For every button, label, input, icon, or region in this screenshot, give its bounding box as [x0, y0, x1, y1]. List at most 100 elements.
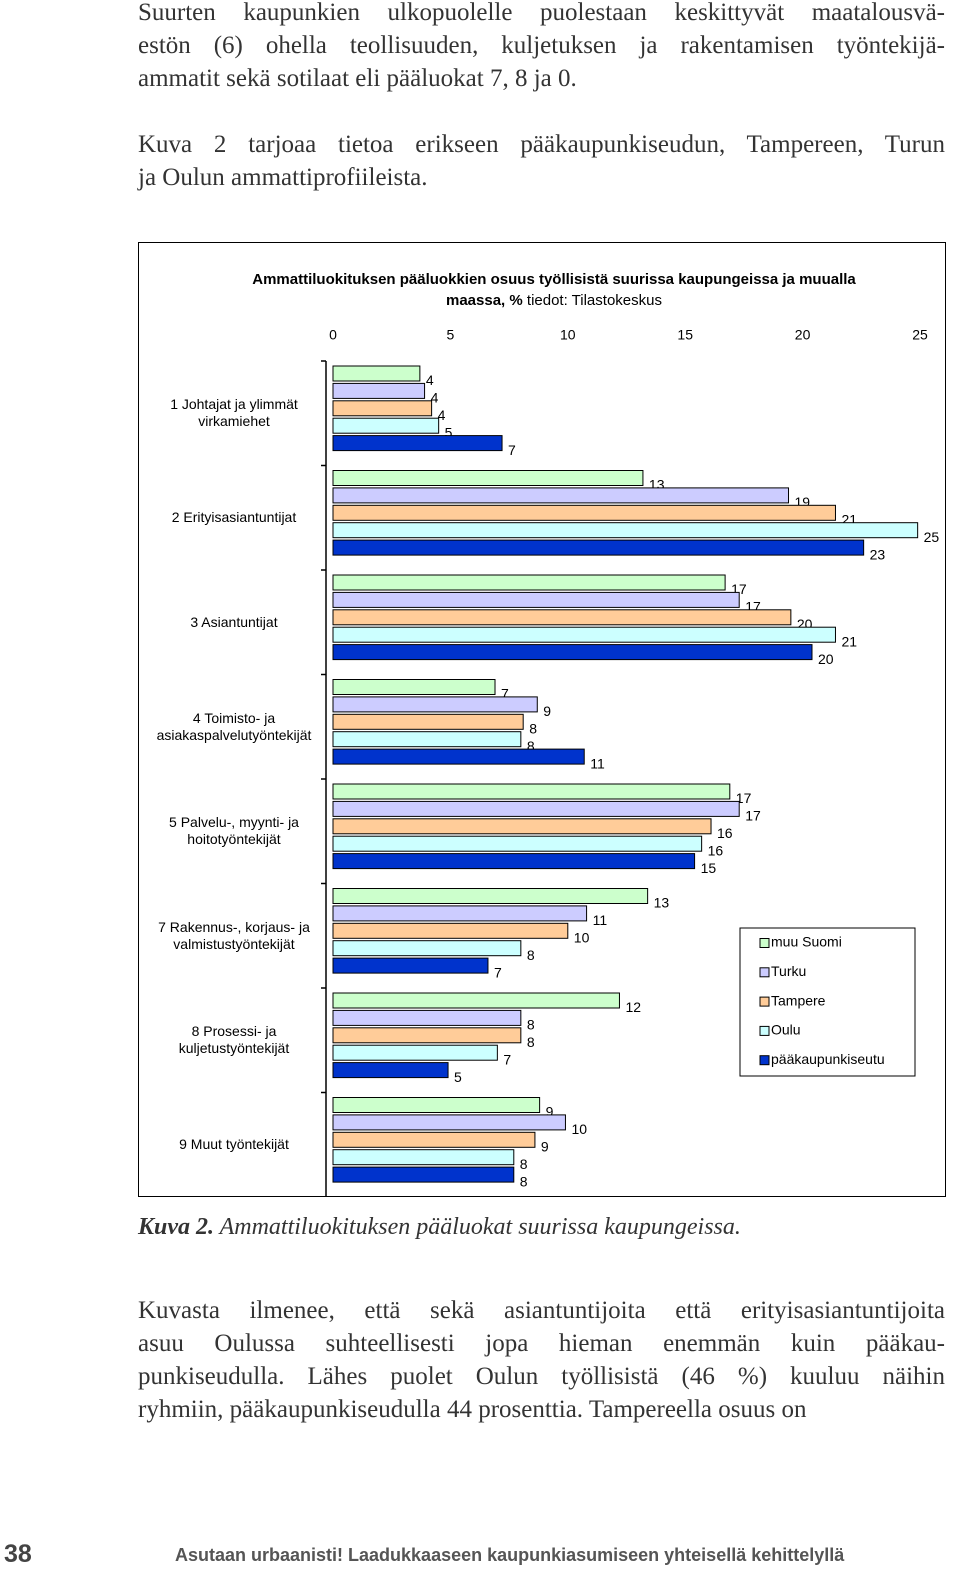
legend-swatch — [759, 938, 770, 948]
bar — [332, 957, 489, 974]
bar — [332, 888, 649, 904]
value-label: 17 — [745, 808, 761, 824]
page-number: 38 — [4, 1540, 32, 1568]
bar — [332, 522, 919, 539]
category-label: 7 Rakennus-, korjaus- ja valmistustyönte… — [158, 918, 310, 952]
chart-source: tiedot: Tilastokeskus — [526, 292, 662, 309]
value-label: 8 — [520, 1156, 528, 1172]
value-label: 15 — [701, 860, 717, 876]
bar — [332, 400, 433, 417]
value-label: 7 — [503, 1051, 511, 1067]
paragraph: Kuva 2 tarjoaa tietoa erikseen pääkaupun… — [138, 128, 945, 194]
x-tick-label: 0 — [329, 327, 337, 343]
bar — [332, 591, 740, 608]
value-label: 4 — [438, 407, 446, 423]
value-label: 23 — [870, 546, 886, 562]
bar — [332, 626, 836, 643]
value-label: 16 — [708, 842, 724, 858]
bar — [332, 539, 865, 556]
bar — [332, 940, 522, 957]
value-label: 10 — [574, 930, 590, 946]
value-label: 8 — [527, 1017, 535, 1033]
chart: 0 5 10 15 20 25444571319212523171720212079881… — [321, 327, 940, 1196]
running-footer: Asutaan urbaanisti! Laadukkaaseen kaupun… — [175, 1545, 845, 1565]
bar — [332, 1062, 449, 1079]
legend-label: muu Suomi — [771, 934, 842, 950]
category-label: 5 Palvelu-, myynti- ja hoitotyöntekijät — [169, 814, 299, 847]
value-label: 11 — [593, 912, 608, 928]
bar — [332, 382, 426, 399]
legend-label: pääkaupunkiseutu — [771, 1051, 885, 1067]
bar — [332, 905, 588, 922]
legend-label: Oulu — [771, 1022, 801, 1038]
value-label: 9 — [546, 1104, 554, 1120]
value-label: 9 — [543, 703, 551, 719]
value-label: 8 — [527, 1034, 535, 1050]
x-tick-label: 20 — [795, 327, 811, 343]
bar — [332, 574, 726, 591]
value-label: 7 — [501, 686, 509, 702]
bar — [332, 696, 538, 713]
bar — [332, 1166, 515, 1183]
bar — [332, 1114, 566, 1131]
bar — [332, 713, 524, 730]
category-label: 2 Erityisasiantuntijat — [171, 509, 297, 525]
paragraph: Kuvasta ilmenee, että sekä asiantuntijoi… — [138, 1294, 945, 1426]
legend-swatch — [759, 996, 770, 1007]
category-label: 9 Muut työntekijät — [179, 1136, 289, 1152]
x-tick-label: 10 — [560, 327, 576, 343]
bar — [332, 992, 620, 1009]
bar — [332, 1027, 522, 1044]
chart-title: Ammattiluokituksen pääluokkien osuus työ… — [229, 269, 879, 311]
caption-text: Ammattiluokituksen pääluokat suurissa ka… — [219, 1214, 741, 1240]
value-label: 4 — [426, 372, 434, 388]
legend-label: Tampere — [771, 992, 826, 1008]
value-label: 21 — [841, 633, 857, 649]
value-label: 8 — [527, 738, 535, 754]
text-line: ryhmiin, pääkaupunkiseudulla 44 prosentt… — [138, 1396, 807, 1423]
bar — [332, 609, 792, 626]
bar — [332, 731, 522, 748]
value-label: 5 — [454, 1069, 462, 1085]
value-label: 4 — [431, 390, 439, 406]
value-label: 12 — [625, 999, 641, 1015]
x-tick-label: 25 — [912, 327, 928, 343]
text-line: estön (6) ohella teollisuuden, kuljetuks… — [138, 32, 945, 59]
legend-label: Turku — [771, 963, 806, 979]
bar — [332, 1131, 536, 1148]
value-label: 20 — [818, 651, 834, 667]
bar — [332, 1009, 522, 1026]
value-label: 25 — [924, 529, 940, 545]
value-label: 9 — [541, 1139, 549, 1155]
bar — [332, 818, 712, 835]
bar — [332, 835, 703, 852]
bar — [332, 470, 644, 486]
x-tick-label: 5 — [447, 327, 455, 343]
bar — [332, 417, 440, 434]
chart-frame: Ammattiluokituksen pääluokkien osuus työ… — [138, 242, 946, 1197]
bar — [332, 783, 731, 800]
bar — [332, 748, 585, 765]
text-line: ammatit sekä sotilaat eli pääluokat 7, 8… — [138, 65, 577, 92]
value-label: 7 — [508, 442, 516, 458]
bar — [332, 853, 696, 870]
text-line: asuu Oulussa suhteellisesti jopa hieman … — [138, 1330, 945, 1357]
text-line: ja Oulun ammattiprofiileista. — [138, 164, 428, 191]
legend-swatch — [759, 1055, 770, 1066]
bar — [332, 922, 569, 939]
value-label: 8 — [520, 1173, 528, 1189]
text-line: Suurten kaupunkien ulkopuolelle puolesta… — [138, 0, 945, 26]
category-label: 8 Prosessi- ja kuljetustyöntekijät — [178, 1023, 290, 1056]
text-line: Kuvasta ilmenee, että sekä asiantuntijoi… — [138, 1297, 945, 1324]
legend-swatch — [759, 967, 770, 978]
bar — [332, 679, 496, 695]
bar — [332, 1097, 541, 1113]
bar — [332, 365, 421, 382]
value-label: 11 — [590, 755, 605, 771]
figure-caption: Kuva 2. Ammattiluokituksen pääluokat suu… — [138, 1214, 741, 1241]
value-label: 7 — [494, 964, 502, 980]
value-label: 13 — [654, 895, 670, 911]
bar — [332, 1044, 498, 1061]
text-line: punkiseudulla. Lähes puolet Oulun työlli… — [138, 1363, 945, 1390]
